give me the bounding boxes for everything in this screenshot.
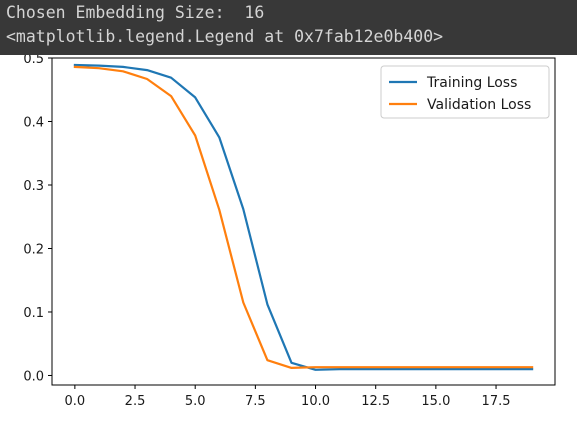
- series-line-validation-loss: [73, 65, 534, 369]
- y-tick-label: 0.4: [23, 115, 44, 130]
- legend-label-1: Validation Loss: [427, 97, 531, 113]
- x-tick-label: 5.0: [185, 394, 206, 409]
- x-tick-label: 0.0: [65, 394, 86, 409]
- loss-chart: 0.0 2.5 5.0 7.5 10.0 12.5 15.0 17.5 0.0 0.1 0.2 0.3…: [0, 55, 577, 435]
- x-tick-label: 17.5: [482, 394, 511, 409]
- output-text-embedding-size: Chosen Embedding Size: 16: [6, 3, 265, 22]
- x-tick-label: 2.5: [125, 394, 146, 409]
- x-tick-label: 10.0: [301, 394, 330, 409]
- output-text-legend-repr: <matplotlib.legend.Legend at 0x7fab12e0b…: [6, 27, 444, 46]
- y-tick-label: 0.0: [23, 369, 44, 384]
- x-tick-label: 7.5: [245, 394, 266, 409]
- y-tick-label: 0.2: [23, 242, 44, 257]
- legend-box: [380, 65, 550, 119]
- x-tick-label: 15.0: [421, 394, 450, 409]
- y-tick-label: 0.1: [23, 306, 44, 321]
- y-tick-label: 0.3: [23, 179, 44, 194]
- legend-label-0: Training Loss: [426, 75, 517, 91]
- plot-frame: [51, 57, 556, 386]
- series-line-training-loss: [73, 63, 534, 371]
- x-tick-label: 12.5: [361, 394, 390, 409]
- y-tick-label: 0.5: [23, 55, 44, 67]
